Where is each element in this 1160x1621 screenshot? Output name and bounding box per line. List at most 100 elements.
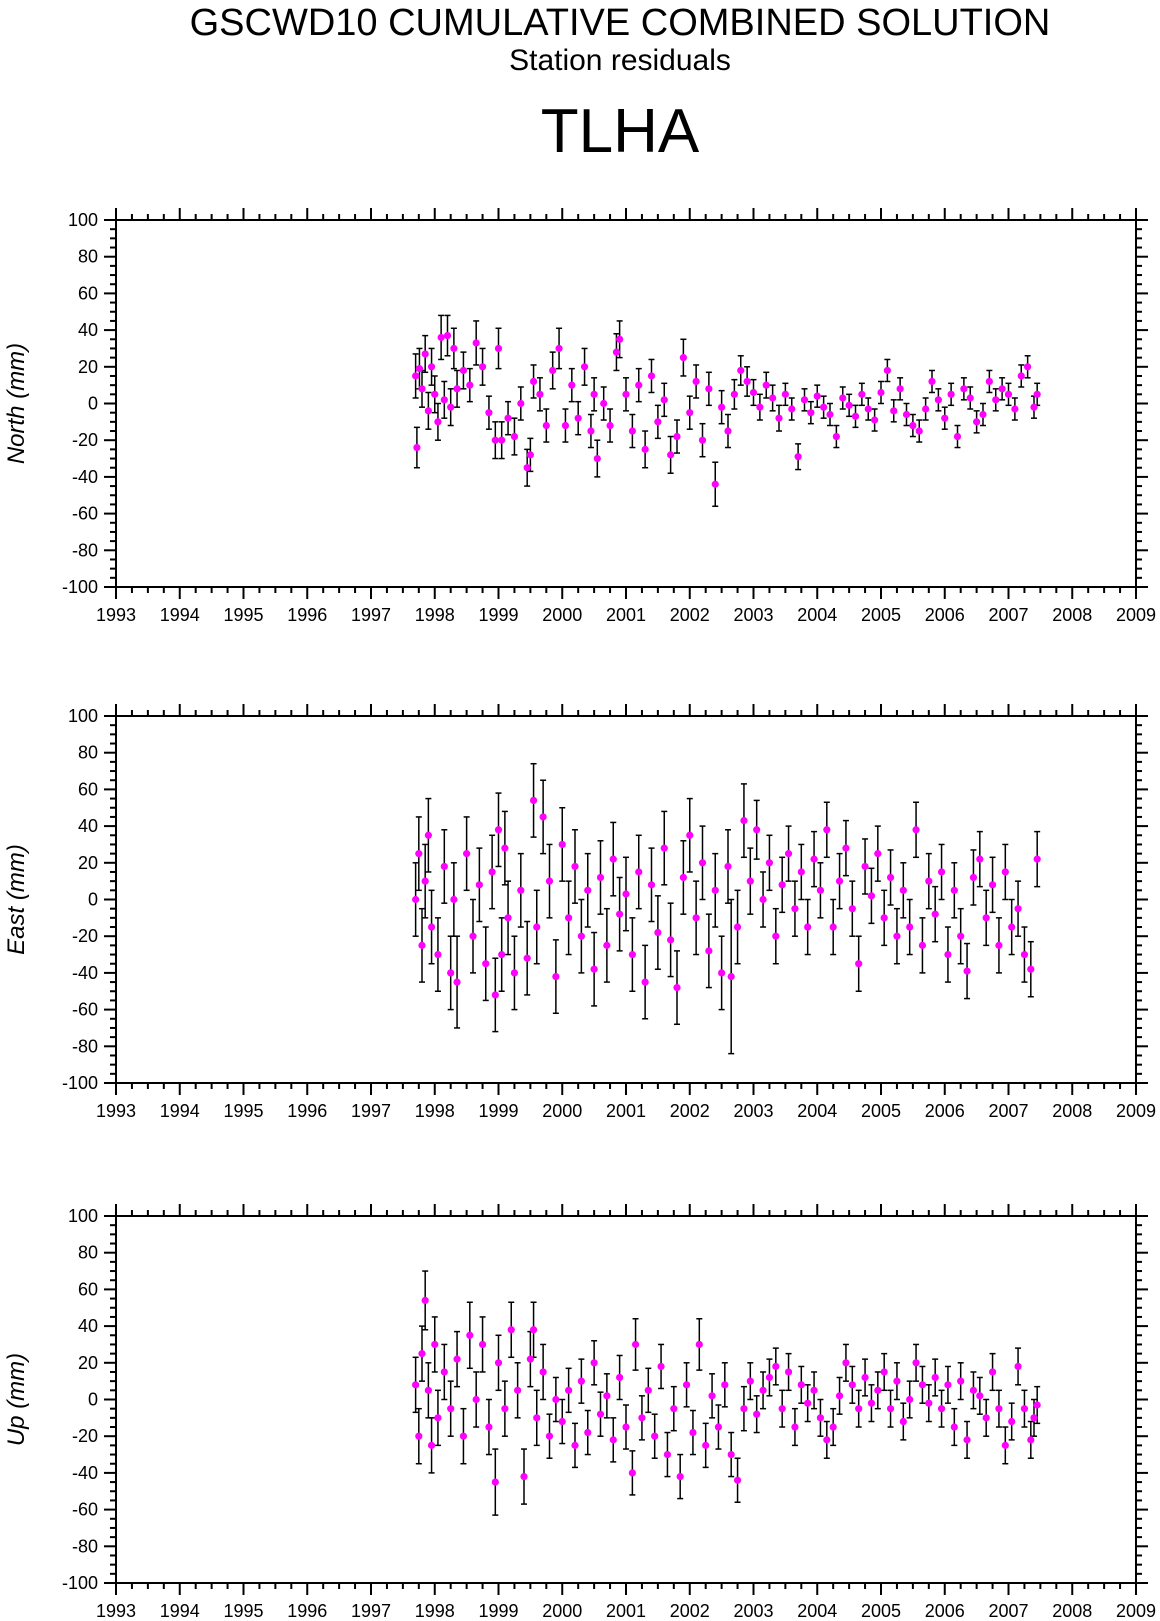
data-point [635,381,643,389]
data-point [797,868,805,876]
data-point [1004,390,1013,398]
data-point [810,1386,818,1394]
data-point [517,886,525,894]
data-point [552,1395,560,1404]
data-point [826,410,834,419]
data-point [835,1392,844,1400]
data-point [992,396,1000,404]
data-point [778,881,786,889]
data-point [523,464,531,472]
data-point [558,1417,566,1426]
data-point [641,978,649,986]
data-point [1027,965,1035,973]
data-point [784,1368,793,1376]
plot-frame [115,1215,1137,1584]
x-tick-label: 1996 [287,605,327,625]
data-point [950,1423,958,1431]
data-point [772,932,780,940]
data-point [565,914,573,922]
data-point [759,895,767,904]
data-point [769,394,777,402]
x-tick-label: 2002 [670,605,710,625]
data-point [478,1340,487,1349]
data-point [835,877,844,885]
data-point [893,932,901,940]
data-point [982,914,990,922]
data-point [421,350,429,358]
data-point [679,354,687,362]
data-point [988,1368,997,1376]
data-point [848,905,856,913]
data-point [663,1450,672,1459]
data-point [676,1472,684,1481]
x-tick-label: 1993 [96,1601,136,1621]
data-point [447,403,455,411]
data-point [418,1350,426,1358]
data-point [753,1410,761,1418]
data-point [969,873,978,882]
data-point [772,1362,780,1371]
data-point [1001,868,1009,876]
x-tick-label: 1999 [478,605,518,625]
data-point [858,390,866,398]
data-point [418,941,426,949]
y-tick-label: -60 [72,504,98,524]
panel-east: 1993 1994 1995 1996 1997 1998 1999 2000 2001 2002… [3,704,1156,1121]
data-point [447,1405,455,1413]
data-point [603,1392,611,1400]
data-point [976,855,984,863]
data-point [1024,363,1032,371]
data-point [498,950,506,959]
data-point [415,1432,423,1440]
data-point [813,392,821,400]
data-point [1014,905,1022,913]
data-point [590,1359,598,1367]
data-point [475,881,483,889]
data-point [1011,405,1019,413]
data-point [584,886,592,894]
y-axis-label: North (mm) [3,343,30,464]
data-point [864,405,872,413]
data-point [584,1428,592,1437]
x-tick-label: 2000 [542,605,582,625]
y-tick-label: 60 [78,1279,98,1299]
data-point [915,427,923,435]
data-point [494,344,503,353]
data-point [922,405,930,413]
data-point [886,873,895,882]
data-point [698,436,707,444]
data-point [491,436,499,444]
data-point [695,1340,703,1349]
x-tick-label: 2003 [733,605,773,625]
data-point [976,1392,984,1400]
data-point [724,427,732,435]
y-tick-label: 40 [78,320,98,340]
data-point [842,844,850,852]
data-point [874,1386,882,1394]
data-point [485,409,493,417]
data-point [957,1377,965,1385]
x-tick-label: 2005 [861,605,901,625]
data-point [861,1373,869,1382]
data-point [925,1399,933,1407]
data-point [762,381,770,389]
y-axis-label: Up (mm) [3,1353,30,1446]
data-point [816,1414,825,1422]
data-point [453,385,461,393]
data-point [1020,1405,1029,1413]
y-axis-label: East (mm) [3,844,30,955]
x-tick-label: 1993 [96,605,136,625]
station-name: TLHA [540,97,700,166]
data-point [529,1326,538,1334]
data-point [756,403,764,411]
data-point [705,385,713,393]
data-point [982,1414,990,1422]
data-point [705,947,713,955]
data-point [612,348,621,356]
data-point [529,377,538,386]
data-point [807,409,815,417]
data-point [855,1405,863,1413]
data-point [973,418,981,426]
y-tick-label: 80 [78,1243,98,1263]
